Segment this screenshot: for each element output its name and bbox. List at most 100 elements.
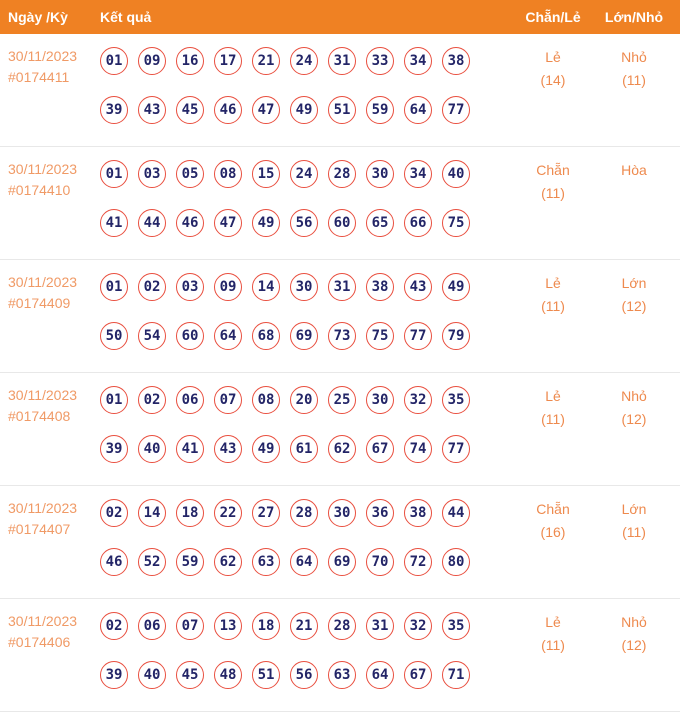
lottery-ball: 14 [252, 273, 280, 301]
lottery-ball: 64 [404, 96, 432, 124]
lottery-ball: 56 [290, 661, 318, 689]
lottery-ball: 40 [138, 661, 166, 689]
lottery-ball: 41 [100, 209, 128, 237]
lottery-ball: 31 [366, 612, 394, 640]
lottery-ball: 49 [442, 273, 470, 301]
draw-id: #0174410 [8, 182, 71, 198]
lottery-ball: 01 [100, 386, 128, 414]
lottery-ball: 30 [366, 160, 394, 188]
big-small-label: Nhỏ [621, 388, 647, 404]
draw-result-row: 30/11/2023 #0174411 01 09 16 17 21 24 31 33 34 38… [0, 34, 680, 147]
big-small-count: (11) [622, 524, 646, 540]
lottery-ball: 30 [366, 386, 394, 414]
lottery-ball: 09 [214, 273, 242, 301]
big-small-cell: Nhỏ (12) [588, 373, 680, 485]
header-col-even-odd: Chẵn/Lẻ [525, 9, 581, 25]
lottery-ball: 71 [442, 661, 470, 689]
draw-id: #0174407 [8, 521, 71, 537]
even-odd-count: (16) [540, 524, 566, 540]
lottery-ball: 50 [100, 322, 128, 350]
lottery-ball: 60 [176, 322, 204, 350]
header-col-big-small: Lớn/Nhỏ [604, 9, 664, 25]
lottery-ball: 77 [442, 435, 470, 463]
lottery-ball: 75 [442, 209, 470, 237]
lottery-ball: 28 [328, 160, 356, 188]
lottery-ball: 62 [214, 548, 242, 576]
lottery-ball: 02 [100, 499, 128, 527]
big-small-count: (11) [622, 72, 646, 88]
lottery-ball: 05 [176, 160, 204, 188]
lottery-ball: 51 [252, 661, 280, 689]
lottery-ball: 17 [214, 47, 242, 75]
lottery-ball: 38 [442, 47, 470, 75]
draw-id: #0174411 [8, 69, 70, 85]
lottery-ball: 31 [328, 273, 356, 301]
lottery-ball: 22 [214, 499, 242, 527]
lottery-ball: 73 [328, 322, 356, 350]
lottery-ball: 43 [214, 435, 242, 463]
big-small-label: Nhỏ [621, 614, 647, 630]
big-small-count: (12) [621, 637, 647, 653]
draw-numbers-cell: 02 06 07 13 18 21 28 31 32 35 39 40 45 48 51 56 63 64 67 7… [100, 599, 518, 711]
lottery-ball: 79 [442, 322, 470, 350]
balls-line-2: 41 44 46 47 49 56 60 65 66 75 [100, 209, 518, 237]
even-odd-cell: Lẻ (14) [518, 34, 588, 146]
lottery-ball: 60 [328, 209, 356, 237]
lottery-ball: 46 [100, 548, 128, 576]
big-small-cell: Hòa [588, 147, 680, 259]
lottery-ball: 02 [138, 386, 166, 414]
draw-id: #0174406 [8, 634, 71, 650]
balls-line-1: 02 06 07 13 18 21 28 31 32 35 [100, 612, 518, 640]
lottery-ball: 74 [404, 435, 432, 463]
draw-numbers-cell: 01 02 06 07 08 20 25 30 32 35 39 40 41 43 49 61 62 67 74 7… [100, 373, 518, 485]
lottery-ball: 46 [176, 209, 204, 237]
lottery-ball: 75 [366, 322, 394, 350]
draw-result-row: 30/11/2023 #0174407 02 14 18 22 27 28 30 36 38 44… [0, 486, 680, 599]
lottery-ball: 47 [214, 209, 242, 237]
draw-date: 30/11/2023 [8, 500, 78, 516]
even-odd-count: (14) [540, 72, 566, 88]
lottery-ball: 30 [290, 273, 318, 301]
lottery-ball: 64 [366, 661, 394, 689]
lottery-ball: 64 [214, 322, 242, 350]
lottery-ball: 31 [328, 47, 356, 75]
lottery-ball: 01 [100, 47, 128, 75]
lottery-ball: 08 [252, 386, 280, 414]
big-small-label: Lớn [621, 501, 647, 517]
even-odd-label: Chẵn [536, 162, 570, 178]
lottery-ball: 01 [100, 273, 128, 301]
lottery-ball: 13 [214, 612, 242, 640]
lottery-ball: 59 [176, 548, 204, 576]
lottery-ball: 64 [290, 548, 318, 576]
lottery-ball: 56 [290, 209, 318, 237]
balls-line-2: 39 40 41 43 49 61 62 67 74 77 [100, 435, 518, 463]
balls-line-1: 01 09 16 17 21 24 31 33 34 38 [100, 47, 518, 75]
balls-line-2: 50 54 60 64 68 69 73 75 77 79 [100, 322, 518, 350]
lottery-ball: 38 [366, 273, 394, 301]
draw-date-cell: 30/11/2023 #0174408 [0, 373, 100, 485]
lottery-ball: 38 [404, 499, 432, 527]
header-col-result: Kết quả [100, 9, 152, 25]
even-odd-cell: Lẻ (11) [518, 373, 588, 485]
lottery-ball: 49 [290, 96, 318, 124]
lottery-ball: 02 [138, 273, 166, 301]
lottery-ball: 34 [404, 160, 432, 188]
lottery-ball: 63 [252, 548, 280, 576]
lottery-ball: 45 [176, 661, 204, 689]
lottery-ball: 03 [176, 273, 204, 301]
lottery-ball: 32 [404, 612, 432, 640]
balls-line-1: 01 03 05 08 15 24 28 30 34 40 [100, 160, 518, 188]
lottery-ball: 63 [328, 661, 356, 689]
big-small-count: (12) [621, 298, 647, 314]
lottery-ball: 40 [138, 435, 166, 463]
even-odd-label: Lẻ [545, 388, 561, 404]
even-odd-label: Chẵn [536, 501, 570, 517]
lottery-ball: 34 [404, 47, 432, 75]
lottery-ball: 43 [138, 96, 166, 124]
draw-result-row: 30/11/2023 #0174409 01 02 03 09 14 30 31 38 43 49… [0, 260, 680, 373]
lottery-ball: 47 [252, 96, 280, 124]
lottery-ball: 32 [404, 386, 432, 414]
lottery-ball: 36 [366, 499, 394, 527]
lottery-ball: 24 [290, 160, 318, 188]
draw-id: #0174409 [8, 295, 71, 311]
